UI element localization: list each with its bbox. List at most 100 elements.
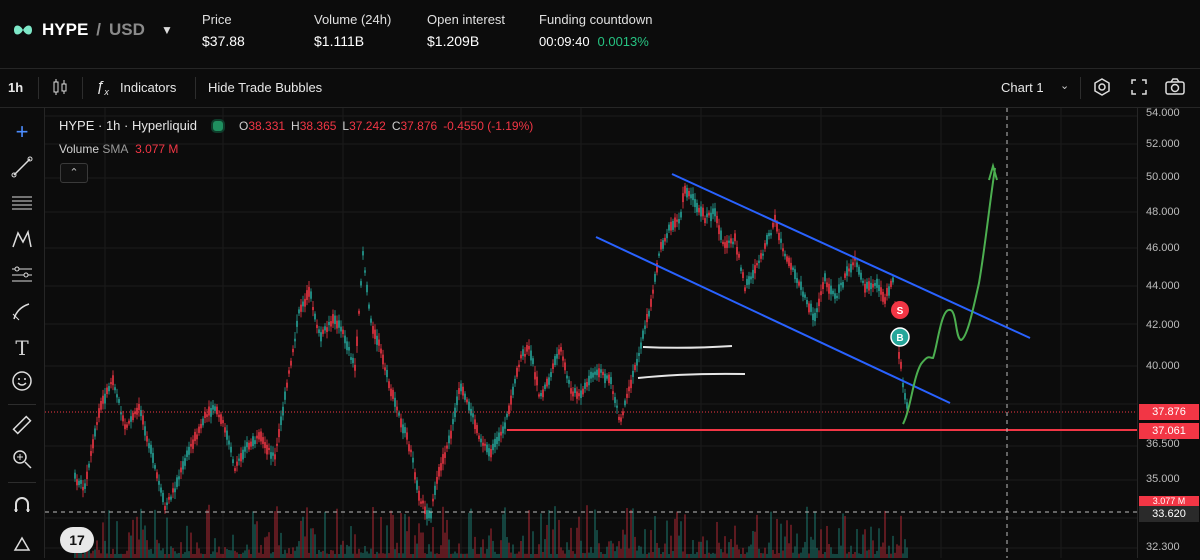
candle-body — [362, 251, 364, 256]
pattern-icon[interactable] — [10, 228, 34, 252]
volume-bar — [672, 550, 674, 558]
volume-bar — [494, 551, 496, 558]
buy-marker-label: B — [896, 333, 903, 344]
candle-body — [610, 377, 612, 385]
candle-body — [616, 405, 618, 408]
zoom-in-icon[interactable] — [10, 448, 34, 472]
volume-bar — [872, 540, 874, 558]
candle-body — [104, 393, 106, 404]
settings-icon[interactable] — [1092, 77, 1112, 100]
volume-bar — [118, 553, 120, 558]
volume-bar — [866, 550, 868, 558]
candle-body — [884, 297, 886, 304]
chevron-down-icon[interactable]: ▼ — [160, 23, 173, 37]
candle-body — [262, 437, 264, 444]
chart-canvas[interactable]: S B — [45, 108, 1137, 558]
candle-body — [772, 222, 774, 228]
volume-bar — [824, 551, 826, 558]
channel-lower-line[interactable] — [595, 236, 951, 404]
volume-bar — [126, 550, 128, 558]
volume-bar — [106, 553, 108, 558]
tradingview-logo[interactable]: 17 — [60, 527, 94, 553]
candle-body — [780, 238, 782, 243]
chart-layout-name[interactable]: Chart 1 — [1001, 80, 1044, 95]
candle-body — [504, 422, 506, 429]
volume-bar — [432, 527, 434, 558]
candle-body — [382, 354, 384, 365]
sell-marker[interactable] — [891, 301, 909, 319]
candle-body — [898, 352, 900, 359]
volume-bar — [748, 546, 750, 558]
sketch-line — [637, 372, 746, 379]
indicators-button[interactable]: Indicators — [120, 80, 177, 95]
volume-bar — [720, 548, 722, 558]
candle-body — [638, 352, 640, 356]
candle-body — [490, 448, 492, 458]
volume-bar — [426, 553, 428, 558]
collapse-legend-button[interactable]: ⌃ — [60, 163, 88, 183]
candle-body — [652, 289, 654, 294]
volume-bar — [760, 553, 762, 558]
candle-body — [426, 510, 428, 519]
volume-bar — [98, 549, 100, 558]
volume-bar — [102, 522, 104, 558]
candle-body — [510, 395, 512, 405]
candle-body — [600, 369, 602, 373]
candle-body — [552, 363, 554, 369]
candle-body — [532, 358, 534, 365]
candle-body — [84, 483, 86, 489]
price-axis[interactable]: 54.000 52.000 50.000 48.000 46.000 44.00… — [1137, 107, 1200, 558]
trend-line-icon[interactable] — [10, 156, 34, 180]
crosshair-icon[interactable]: + — [15, 119, 29, 144]
pair-selector[interactable]: HYPE / USD ▼ — [12, 20, 173, 40]
volume-bar — [696, 552, 698, 558]
volume-label[interactable]: Volume — [59, 142, 100, 156]
volume-bar — [606, 546, 608, 558]
volume-bar — [602, 553, 604, 558]
horizontal-lines-icon[interactable] — [10, 192, 34, 216]
magnet-icon[interactable] — [10, 494, 34, 518]
candle-body — [488, 448, 490, 457]
candle-type-icon[interactable] — [51, 78, 69, 99]
ohlc-open-key: O — [239, 118, 249, 133]
emoji-icon[interactable] — [10, 370, 34, 394]
volume-bar — [160, 550, 162, 558]
chevron-down-icon[interactable]: ⌄ — [1060, 80, 1070, 92]
volume-bar — [844, 515, 846, 558]
ruler-icon[interactable] — [10, 414, 34, 438]
hide-trade-bubbles-button[interactable]: Hide Trade Bubbles — [208, 80, 323, 95]
candle-body — [730, 238, 732, 244]
volume-bar — [700, 541, 702, 558]
volume-bar — [464, 553, 466, 558]
volume-bar — [460, 553, 462, 558]
candle-body — [778, 232, 780, 241]
fib-tool-icon[interactable] — [10, 264, 34, 288]
candle-body — [416, 480, 418, 490]
fullscreen-icon[interactable] — [1129, 77, 1149, 100]
volume-bar — [322, 550, 324, 558]
candle-body — [744, 287, 746, 292]
candle-body — [748, 276, 750, 285]
candle-body — [862, 280, 864, 283]
candle-body — [350, 357, 352, 360]
camera-icon[interactable] — [1164, 77, 1186, 100]
lock-drawing-icon[interactable] — [10, 532, 34, 556]
buy-marker[interactable] — [890, 327, 910, 347]
projection-path[interactable] — [902, 167, 996, 425]
price-chart[interactable]: S B — [45, 108, 1137, 558]
text-tool-icon[interactable]: T — [15, 336, 29, 360]
volume-bar — [526, 553, 528, 558]
candle-body — [82, 486, 84, 491]
volume-bar — [358, 548, 360, 558]
volume-bar — [324, 511, 326, 558]
candle-body — [240, 453, 242, 462]
candle-body — [186, 450, 188, 457]
channel-upper-line[interactable] — [671, 173, 1031, 339]
volume-bar — [304, 536, 306, 558]
indicators-icon[interactable]: ƒx — [96, 78, 109, 97]
brush-icon[interactable] — [10, 300, 34, 324]
volume-bar — [312, 528, 314, 558]
volume-bar — [652, 551, 654, 558]
legend-title[interactable]: HYPE · 1h · Hyperliquid — [59, 118, 197, 133]
interval-selector[interactable]: 1h — [8, 80, 24, 95]
